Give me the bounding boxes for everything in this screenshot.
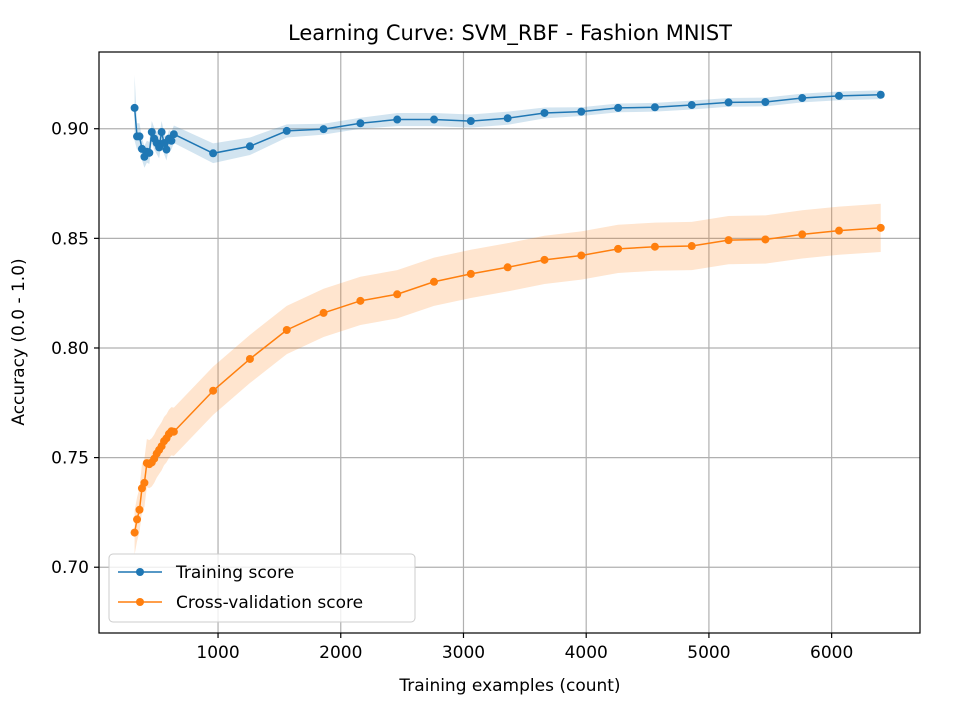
training-score-point (835, 91, 844, 100)
training-score-point (145, 148, 154, 157)
x-axis-ticks: 1000 2000 3000 4000 5000 6000 (196, 633, 853, 663)
chart-title: Learning Curve: SVM_RBF - Fashion MNIST (288, 21, 732, 46)
training-score-point (135, 132, 144, 141)
cross-validation-score-point (356, 296, 365, 305)
training-score-point (130, 103, 139, 112)
y-tick-label: 0.75 (51, 449, 89, 469)
y-tick-label: 0.80 (51, 339, 89, 359)
x-tick-label: 2000 (319, 643, 362, 663)
training-score-point (245, 142, 254, 151)
cross-validation-score-band (134, 203, 881, 555)
cross-validation-score-point (724, 236, 733, 245)
x-tick-label: 6000 (810, 643, 853, 663)
plot-frame (98, 51, 921, 634)
legend-label-training: Training score (175, 563, 294, 583)
training-score-point (724, 98, 733, 107)
cross-validation-score-point (393, 290, 402, 299)
cross-validation-score-point (761, 235, 770, 244)
training-score-point (147, 128, 156, 137)
cross-validation-score-point (140, 478, 149, 487)
legend-marker-training (136, 568, 144, 576)
cross-validation-score-point (614, 244, 623, 253)
x-tick-label: 4000 (565, 643, 608, 663)
cross-validation-score-point (876, 223, 885, 232)
legend-label-cross-validation: Cross-validation score (176, 593, 363, 613)
y-tick-label: 0.70 (51, 558, 89, 578)
training-score-point (282, 126, 291, 135)
training-score-point (577, 107, 586, 116)
legend-marker-cross-validation (136, 598, 144, 606)
training-score-point (356, 119, 365, 128)
training-score-point (876, 90, 885, 99)
x-tick-label: 1000 (196, 643, 239, 663)
cross-validation-score-point (577, 251, 586, 260)
training-score-point (167, 136, 176, 145)
x-tick-label: 3000 (442, 643, 485, 663)
x-axis-label: Training examples (count) (398, 676, 620, 696)
training-score-point (650, 103, 659, 112)
cross-validation-score-point (245, 354, 254, 363)
training-score-point (393, 115, 402, 124)
legend-box (108, 553, 416, 623)
training-score-point (466, 117, 475, 126)
cross-validation-score-point (319, 308, 328, 317)
y-tick-label: 0.85 (51, 229, 89, 249)
y-axis-label: Accuracy (0.0 - 1.0) (9, 258, 29, 425)
cross-validation-score-point (282, 326, 291, 335)
training-score-point (540, 108, 549, 117)
training-score-point (503, 114, 512, 123)
cross-validation-score-point (687, 242, 696, 251)
cross-validation-score-point (133, 515, 142, 524)
cross-validation-score-point (135, 505, 144, 514)
grid-lines (99, 52, 920, 633)
legend: Training score Cross-validation score (108, 553, 416, 623)
y-axis-ticks: 0.70 0.75 0.80 0.85 0.90 (51, 120, 99, 578)
training-score-point (798, 94, 807, 103)
series-lines (130, 90, 885, 537)
training-score-point (319, 125, 328, 134)
x-tick-label: 5000 (687, 643, 730, 663)
training-score-point (687, 101, 696, 110)
cross-validation-score-point (503, 263, 512, 272)
cross-validation-score-point (209, 386, 218, 395)
training-score-point (209, 149, 218, 158)
training-score-point (169, 130, 178, 139)
cross-validation-score-point (130, 528, 139, 537)
cross-validation-score-point (835, 226, 844, 235)
cross-validation-score-point (466, 269, 475, 278)
training-score-point (614, 103, 623, 112)
cross-validation-score-point (798, 230, 807, 239)
training-score-point (430, 115, 439, 124)
cross-validation-score-point (540, 255, 549, 264)
y-tick-label: 0.90 (51, 120, 89, 140)
cross-validation-score-point (430, 277, 439, 286)
cross-validation-score-point (650, 242, 659, 251)
training-score-point (157, 128, 166, 137)
training-score-point (761, 97, 770, 106)
training-score-point (162, 145, 171, 154)
cross-validation-score-point (169, 427, 178, 436)
